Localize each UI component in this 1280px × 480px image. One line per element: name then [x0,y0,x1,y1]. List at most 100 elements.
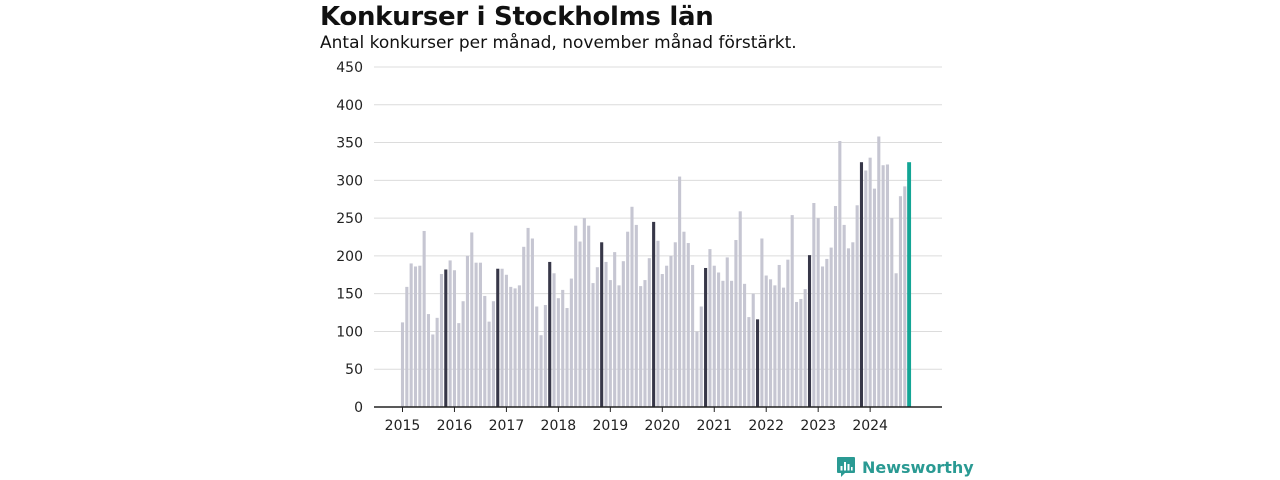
bar [652,221,656,407]
bar [500,268,504,407]
bar [565,308,569,407]
bar [439,274,444,407]
bar [686,243,690,407]
bar [673,242,677,407]
bar [474,262,478,407]
y-tick-label: 400 [336,98,363,114]
x-tick-label: 2023 [800,418,836,434]
bar [426,314,431,407]
bar [526,227,530,407]
bar [418,265,422,407]
bar [734,240,738,407]
data-label-latest: 324 [899,0,926,4]
bar [643,280,647,407]
bar [483,295,487,407]
bar [669,255,673,407]
bar [760,238,764,407]
bar [829,247,833,407]
bar [764,275,768,407]
bar [561,289,565,407]
bar [717,272,721,407]
bar [400,322,405,407]
bar [543,305,547,407]
bar [604,261,608,407]
bar [535,306,539,407]
bar [872,188,877,407]
bar [786,259,790,407]
bar [743,283,747,407]
bar [868,157,872,407]
bar [738,211,742,407]
bar [773,285,777,407]
x-tick-label: 2019 [593,418,629,434]
bar [522,246,526,407]
bar [639,286,643,407]
bar [595,267,599,407]
bar [799,298,803,407]
bar [634,224,638,407]
bar [582,218,586,407]
bar [682,231,686,407]
bar [898,196,902,407]
bar [769,279,773,407]
bar [465,255,469,407]
y-tick-label: 250 [336,211,363,227]
bar [708,249,712,407]
bar [413,266,418,407]
bar [587,225,591,407]
bar [812,203,816,407]
bar [794,301,799,407]
bar [790,215,794,407]
bar [704,267,708,407]
bar [457,323,461,407]
bar [444,269,448,407]
bar [747,317,751,407]
bar [435,317,439,407]
bar [846,248,851,407]
y-tick-label: 300 [336,173,363,189]
bar [448,260,452,407]
bar [803,289,807,407]
bar [621,261,625,407]
bar [452,270,457,407]
bar [422,230,426,407]
bar [851,242,855,407]
bar [807,255,812,407]
bar [725,257,729,407]
bar [890,218,894,407]
bar [842,224,846,407]
bar [838,141,842,408]
bar [626,231,630,407]
bar [699,306,703,407]
bar [569,278,573,407]
x-tick-label: 2024 [852,418,888,434]
bar [751,293,755,407]
bar [552,273,556,407]
y-tick-label: 200 [336,249,363,265]
data-labels: 324 [899,0,926,4]
brand-name: Newsworthy [862,457,974,477]
bar [556,298,560,407]
x-axis-ticks: 2015 2016 2017 2018 2019 2020 2021 2022 2023 2024 [385,418,888,434]
x-axis [374,406,942,412]
bar [781,287,786,407]
bar [613,252,617,407]
bar [695,331,699,407]
bars [400,136,912,408]
bar [574,225,578,407]
bar [517,285,521,407]
bar [907,162,912,407]
chart-subtitle: Antal konkurser per månad, november måna… [320,33,797,53]
bar [712,265,716,407]
bar [894,273,898,407]
y-tick-label: 450 [336,60,363,76]
bar [496,268,500,407]
x-tick-label: 2017 [489,418,525,434]
bar [660,274,664,407]
bar [881,165,885,407]
chart-title: Konkurser i Stockholms län [320,2,714,32]
bar [409,263,413,407]
bar [491,301,495,407]
bar [608,280,612,407]
bar [855,205,859,407]
